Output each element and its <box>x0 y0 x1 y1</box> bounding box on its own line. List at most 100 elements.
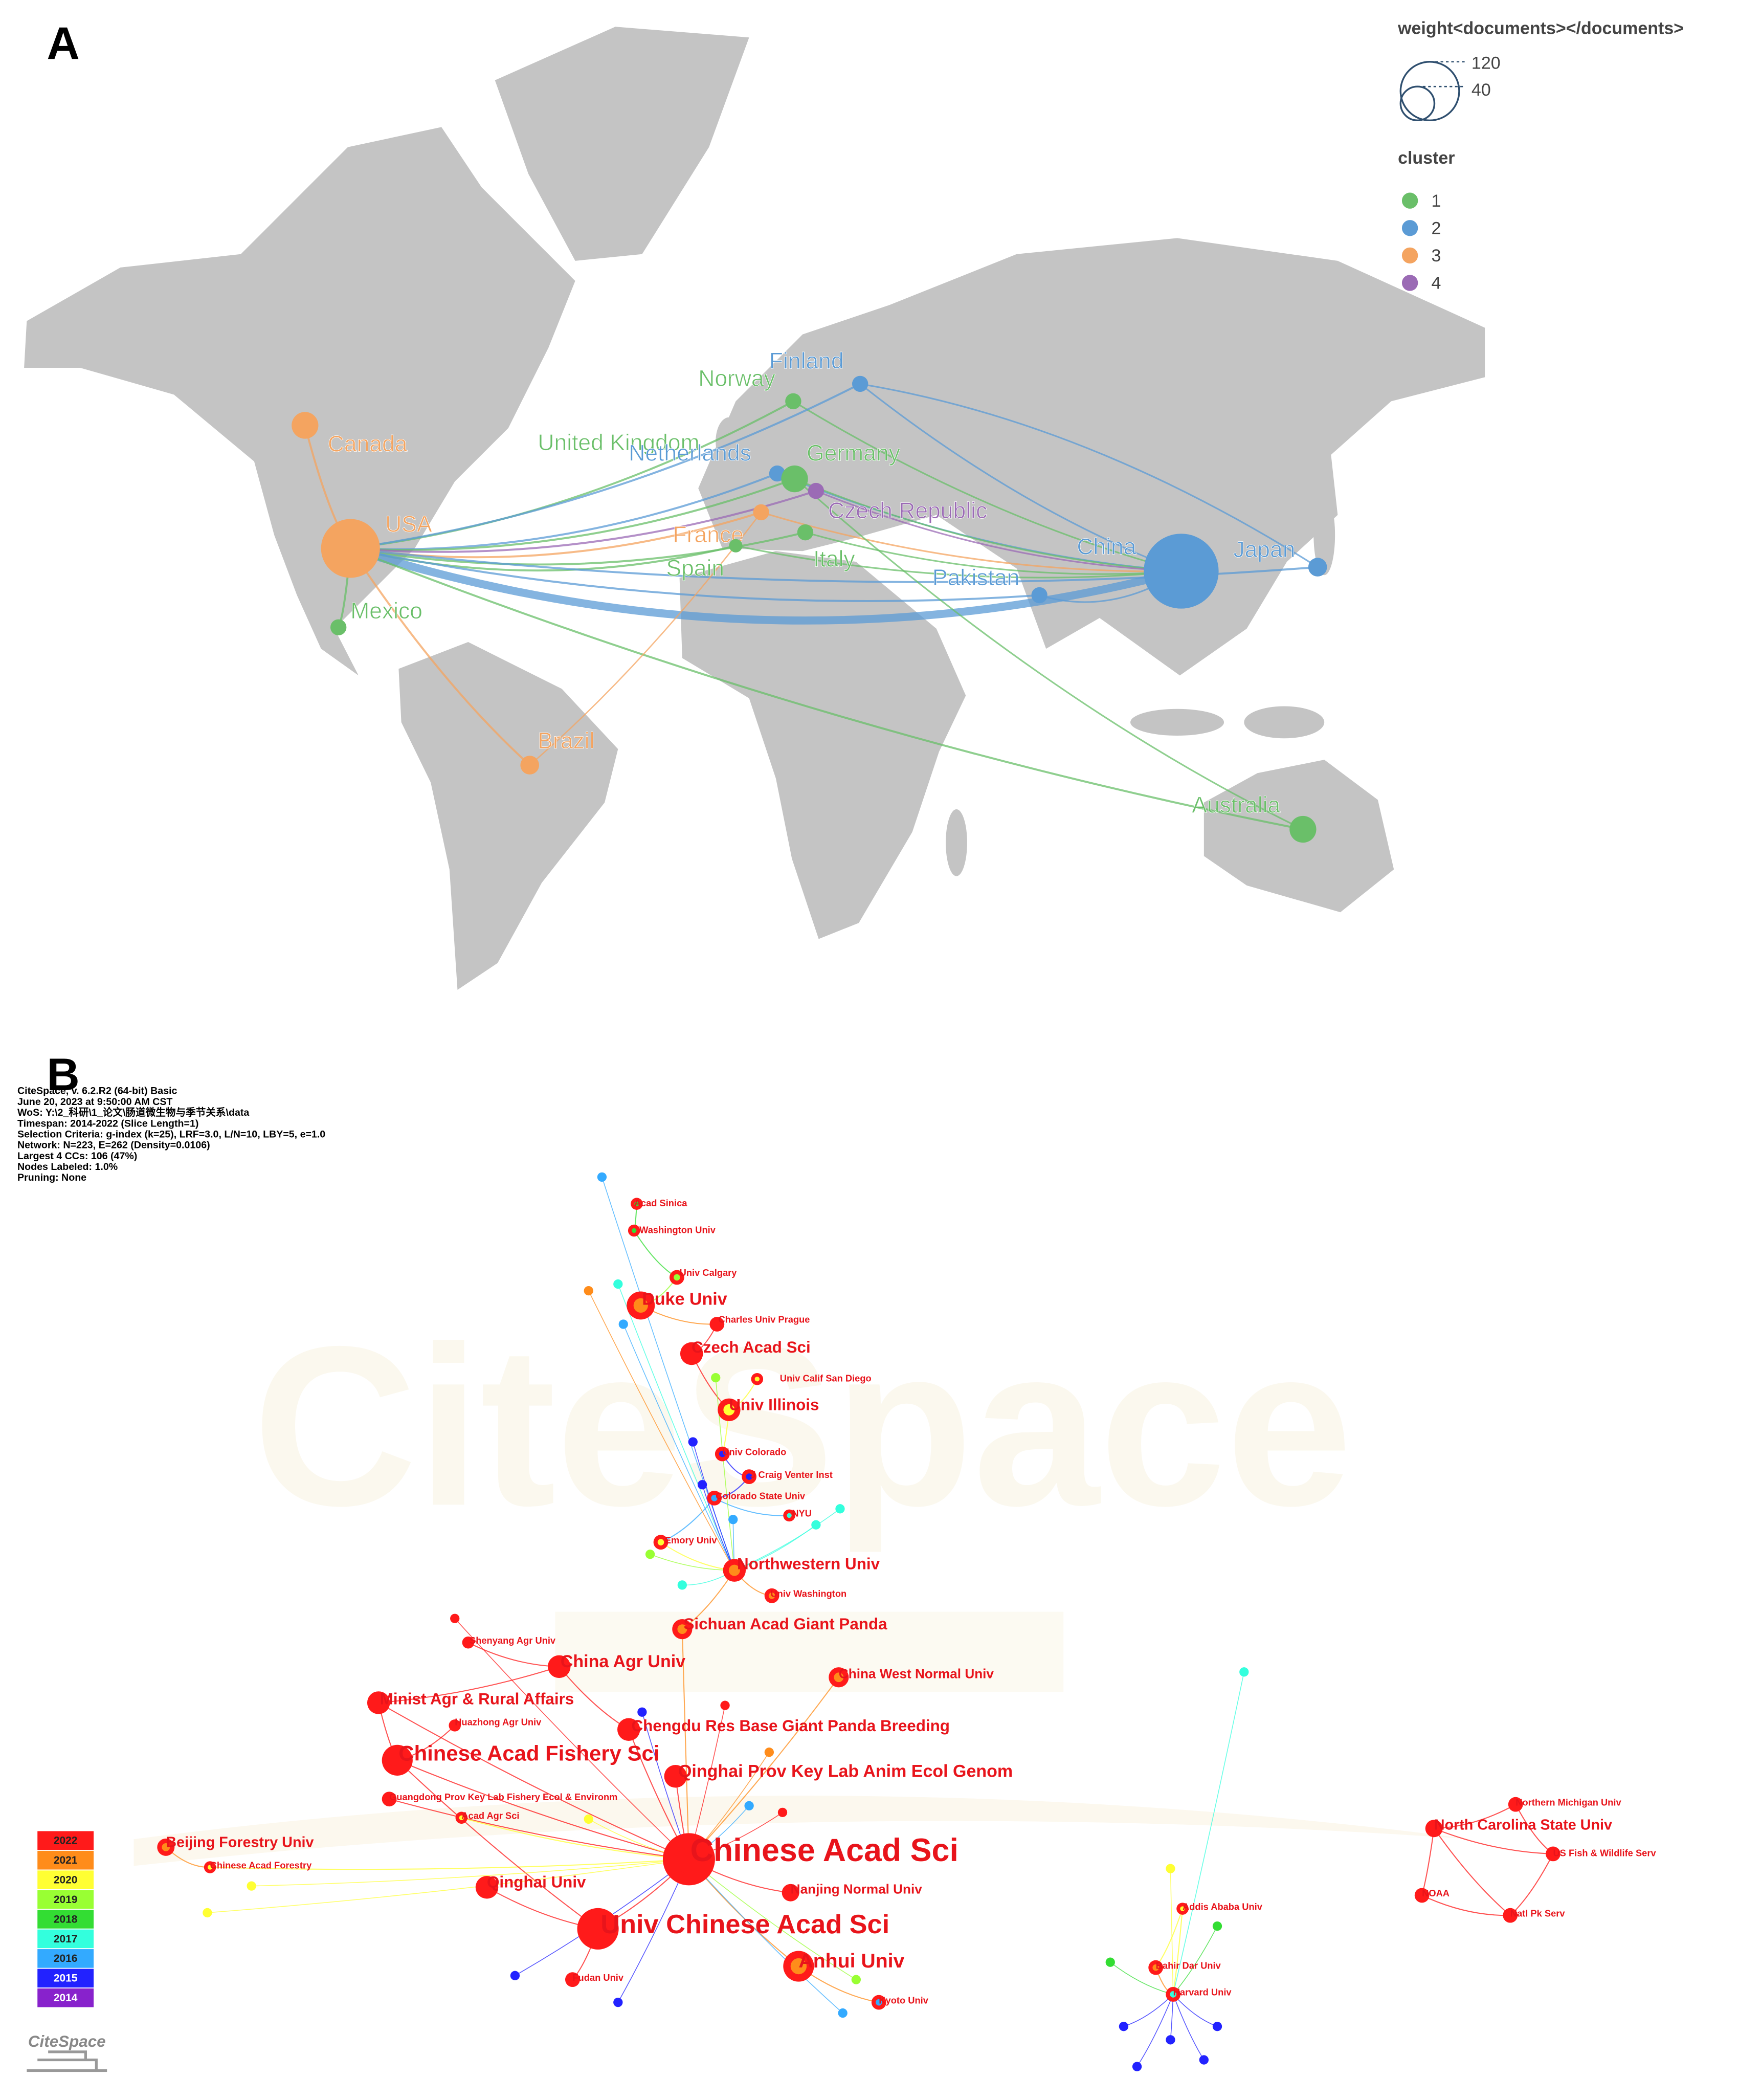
institution-node-core <box>677 1624 687 1634</box>
year-label: 2020 <box>54 1874 78 1886</box>
link <box>688 1677 839 1860</box>
network-node <box>645 1550 655 1559</box>
japan-island <box>1313 495 1335 576</box>
link <box>454 1618 689 1860</box>
country-label: Norway <box>698 366 775 391</box>
link <box>650 1554 734 1571</box>
network-node <box>510 1971 520 1980</box>
institution-node-core <box>719 1450 726 1457</box>
link <box>786 470 1304 830</box>
country-label: Japan <box>1233 537 1295 562</box>
network-node <box>697 1480 707 1490</box>
link <box>1123 1994 1174 2027</box>
network-node <box>838 2008 848 2018</box>
link <box>859 383 1181 572</box>
link <box>1172 1672 1245 1995</box>
year-swatch <box>37 1929 94 1949</box>
year-swatch <box>37 1850 94 1870</box>
institution-label: Kyoto Univ <box>879 1995 928 2005</box>
institution-label: Acad Sinica <box>634 1198 688 1208</box>
institution-node-core <box>686 1348 698 1360</box>
country-label: Finland <box>769 348 844 373</box>
link <box>1173 1926 1218 1995</box>
legend-title: weight<documents></documents> <box>1397 19 1684 38</box>
link <box>350 478 795 551</box>
country-node <box>292 412 319 439</box>
institution-label: Anhui Univ <box>798 1950 904 1972</box>
year-swatch <box>37 1969 94 1988</box>
network-node <box>1105 1957 1115 1967</box>
institution-label: Univ Chinese Acad Sci <box>600 1910 889 1939</box>
network-node <box>1199 2055 1209 2065</box>
country-node <box>797 524 814 541</box>
link <box>688 1859 857 1980</box>
network-node <box>1212 2022 1222 2031</box>
link <box>1434 1828 1553 1854</box>
uk-island <box>716 417 743 466</box>
link <box>617 1284 735 1571</box>
institution-node-core <box>1180 1906 1185 1911</box>
institution-node-core <box>623 1723 635 1735</box>
institution-label: Chinese Acad Forestry <box>210 1860 312 1870</box>
country-label: Spain <box>666 556 724 581</box>
year-label: 2019 <box>54 1894 78 1906</box>
cluster-swatch <box>1401 275 1418 291</box>
network-node <box>811 1520 821 1530</box>
watermark-swoosh <box>133 1796 1472 1866</box>
country-label: United Kingdom <box>538 430 699 455</box>
institution-label: Shenyang Agr Univ <box>470 1635 556 1646</box>
network-node <box>744 1801 754 1810</box>
link <box>1172 1994 1205 2060</box>
year-label: 2022 <box>54 1835 78 1847</box>
network-node <box>584 1814 593 1824</box>
link <box>1136 1994 1174 2067</box>
institution-node-core <box>634 1201 639 1206</box>
link <box>715 1378 735 1571</box>
network-node <box>711 1373 721 1383</box>
institution-label: Sichuan Acad Giant Panda <box>683 1615 887 1633</box>
madagascar <box>946 809 967 876</box>
logo: CiteSpace <box>28 2032 106 2050</box>
link <box>805 532 1181 575</box>
institution-label: Duke Univ <box>642 1289 727 1309</box>
institution-label: Univ Colorado <box>722 1446 786 1457</box>
south-america <box>398 642 618 990</box>
info-line: Network: N=223, E=262 (Density=0.0106) <box>17 1140 210 1151</box>
network-node <box>203 1908 212 1918</box>
institution-node-core <box>207 1865 213 1870</box>
institution-label: Colorado State Univ <box>716 1491 806 1501</box>
country-node <box>520 756 539 775</box>
link <box>397 1760 598 1930</box>
network-nodes: Acad Sinica Washington Univ Univ Calgary Du… <box>157 1172 1656 2071</box>
country-node <box>1031 587 1047 604</box>
institution-label: Washington Univ <box>639 1224 716 1235</box>
link <box>588 1290 735 1571</box>
panel-label: B <box>47 1049 80 1100</box>
institution-node-core <box>553 1661 565 1672</box>
link <box>349 544 1183 625</box>
network-node <box>777 1807 788 1818</box>
cluster-label: 2 <box>1431 218 1441 238</box>
network-node <box>613 1279 623 1289</box>
institution-node-core <box>787 1513 792 1518</box>
country-node <box>753 504 769 521</box>
institution-label: Harvard Univ <box>1173 1987 1232 1998</box>
year-swatch <box>37 1870 94 1889</box>
country-label: Brazil <box>538 728 594 754</box>
institution-label: Natl Pk Serv <box>1510 1908 1566 1918</box>
institution-label: Northern Michigan Univ <box>1515 1797 1621 1807</box>
institution-node-core <box>723 1404 735 1416</box>
institution-label: Charles Univ Prague <box>718 1314 810 1324</box>
cluster-label: 4 <box>1431 274 1441 293</box>
watermark-block <box>555 1611 1064 1692</box>
cluster-swatch <box>1401 192 1418 209</box>
institution-label: Beijing Forestry Univ <box>166 1834 314 1851</box>
link <box>210 1859 689 1870</box>
institution-node-core <box>1512 1801 1519 1808</box>
institution-node-core <box>587 1917 610 1940</box>
info-line: Timespan: 2014-2022 (Slice Length=1) <box>17 1118 198 1129</box>
network-node <box>637 1707 647 1717</box>
institution-node-core <box>657 1539 664 1545</box>
country-node <box>769 465 786 482</box>
institution-label: Chinese Acad Sci <box>690 1832 958 1868</box>
